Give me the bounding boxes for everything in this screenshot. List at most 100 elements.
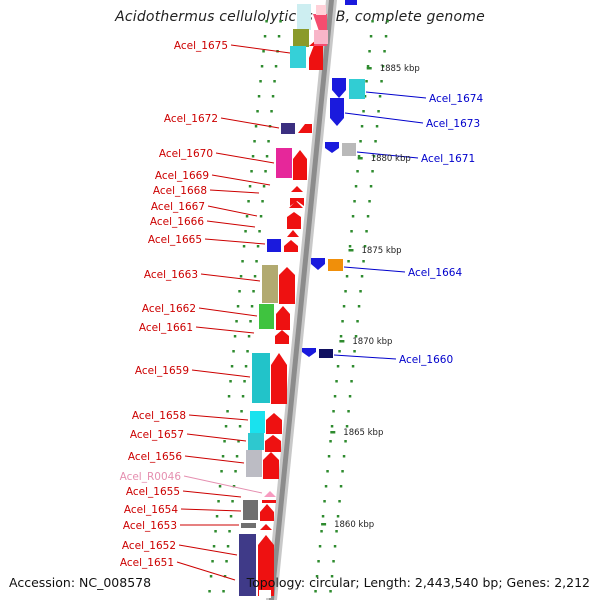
gene-label-acel_1661: Acel_1661 — [139, 322, 193, 334]
gene-label-acel_1672: Acel_1672 — [164, 113, 218, 125]
gene-label-acel_1663: Acel_1663 — [144, 269, 198, 281]
leader-line — [186, 433, 247, 442]
feature-box — [239, 534, 256, 596]
gene-label-acel_1665: Acel_1665 — [148, 234, 202, 246]
scale-tick-label: 1885 kbp — [380, 64, 420, 74]
track-dots — [208, 20, 389, 593]
feature-arrow — [265, 435, 281, 452]
feature-arrow — [258, 535, 274, 596]
rna-feature — [264, 491, 276, 497]
gene-label-acel_1655: Acel_1655 — [126, 486, 180, 498]
scale-tick — [348, 249, 354, 252]
scale-tick-label: 1880 kbp — [371, 154, 411, 164]
feature-arrow — [293, 150, 307, 180]
feature-arrow — [298, 124, 312, 133]
gene-label-acel_1669: Acel_1669 — [155, 170, 209, 182]
gene-label-acel_1651: Acel_1651 — [120, 557, 174, 569]
feature-box — [243, 500, 258, 520]
gene-label-acel_1659: Acel_1659 — [135, 365, 189, 377]
leader-line — [207, 205, 258, 217]
feature-box — [349, 79, 365, 99]
feature-arrow — [276, 306, 290, 330]
feature-arrow — [266, 413, 282, 434]
scale-tick — [330, 431, 336, 434]
feature-arrow — [325, 142, 339, 153]
gene-label-acel_1657: Acel_1657 — [130, 429, 184, 441]
scale-tick — [366, 67, 372, 70]
leader-line — [365, 91, 427, 99]
gene-label-acel_1673: Acel_1673 — [426, 118, 480, 130]
feature-box — [281, 123, 295, 134]
scale-tick — [339, 340, 345, 343]
gene-label-acel_1667: Acel_1667 — [151, 201, 205, 213]
leader-line — [178, 544, 238, 556]
feature-box — [319, 349, 333, 358]
feature-box — [293, 29, 309, 47]
gene-labels: Acel_1675 Acel_1672 Acel_1670 Acel_1669 Acel… — [120, 40, 484, 569]
feature-arrow — [302, 348, 316, 357]
feature-box — [262, 265, 278, 303]
gene-label-acel_1668: Acel_1668 — [153, 185, 207, 197]
gene-label-acel_1652: Acel_1652 — [122, 540, 176, 552]
leader-line — [230, 44, 291, 54]
gene-label-acel_1674: Acel_1674 — [429, 93, 483, 105]
forward-strand-features — [302, 0, 365, 358]
leader-line — [333, 354, 397, 360]
leader-line — [182, 490, 242, 498]
feature-arrow — [291, 186, 303, 192]
feature-arrow — [287, 212, 301, 229]
genome-summary-text: Topology: circular; Length: 2,443,540 bp… — [246, 575, 590, 590]
feature-box — [248, 433, 264, 450]
feature-arrow — [271, 353, 287, 404]
leader-line — [356, 151, 419, 159]
gene-label-acel_1660: Acel_1660 — [399, 354, 453, 366]
leader-line — [183, 475, 263, 494]
leader-line — [209, 189, 260, 194]
leader-line — [344, 112, 424, 124]
gene-label-acel_1656: Acel_1656 — [128, 451, 182, 463]
scale-tick — [357, 157, 363, 160]
feature-arrow — [330, 98, 344, 126]
leader-line — [188, 414, 249, 421]
gene-label-acel_1662: Acel_1662 — [142, 303, 196, 315]
gene-label-acel_1671: Acel_1671 — [421, 153, 475, 165]
feature-arrow — [279, 267, 295, 304]
feature-box — [276, 148, 292, 178]
leader-line — [204, 238, 266, 245]
leader-line — [215, 152, 275, 164]
scale-tick-label: 1860 kbp — [334, 520, 374, 530]
reverse-strand-features — [239, 4, 328, 598]
leader-line — [200, 273, 261, 282]
leader-line — [180, 508, 242, 512]
feature-arrow — [332, 78, 346, 98]
leader-line — [191, 369, 251, 378]
feature-box — [297, 4, 311, 30]
genome-backbone — [266, 0, 337, 600]
feature-arrow — [311, 258, 325, 270]
feature-box — [250, 411, 265, 433]
feature-box — [246, 450, 262, 477]
leader-line — [211, 174, 271, 186]
feature-box — [252, 353, 270, 403]
leader-line — [198, 307, 258, 317]
feature-box — [328, 259, 343, 271]
leader-line — [220, 117, 280, 129]
gene-label-acel_1670: Acel_1670 — [159, 148, 213, 160]
feature-box — [290, 46, 306, 68]
feature-box — [259, 304, 274, 329]
gene-label-acel_1654: Acel_1654 — [124, 504, 178, 516]
feature-arrow — [260, 504, 274, 521]
leader-line — [343, 266, 406, 273]
feature-arrow — [275, 330, 289, 344]
feature-box — [342, 143, 356, 156]
feature-arrow — [263, 452, 279, 479]
gene-label-acel_r0046: Acel_R0046 — [120, 471, 182, 483]
leader-line — [184, 455, 245, 464]
gene-label-acel_1658: Acel_1658 — [132, 410, 186, 422]
kbp-scale: 1885 kbp 1880 kbp 1875 kbp 1870 kbp 1865 kbp… — [321, 64, 420, 530]
feature-arrow — [309, 40, 323, 70]
leader-line — [206, 220, 256, 228]
label-leader-lines — [176, 44, 427, 581]
